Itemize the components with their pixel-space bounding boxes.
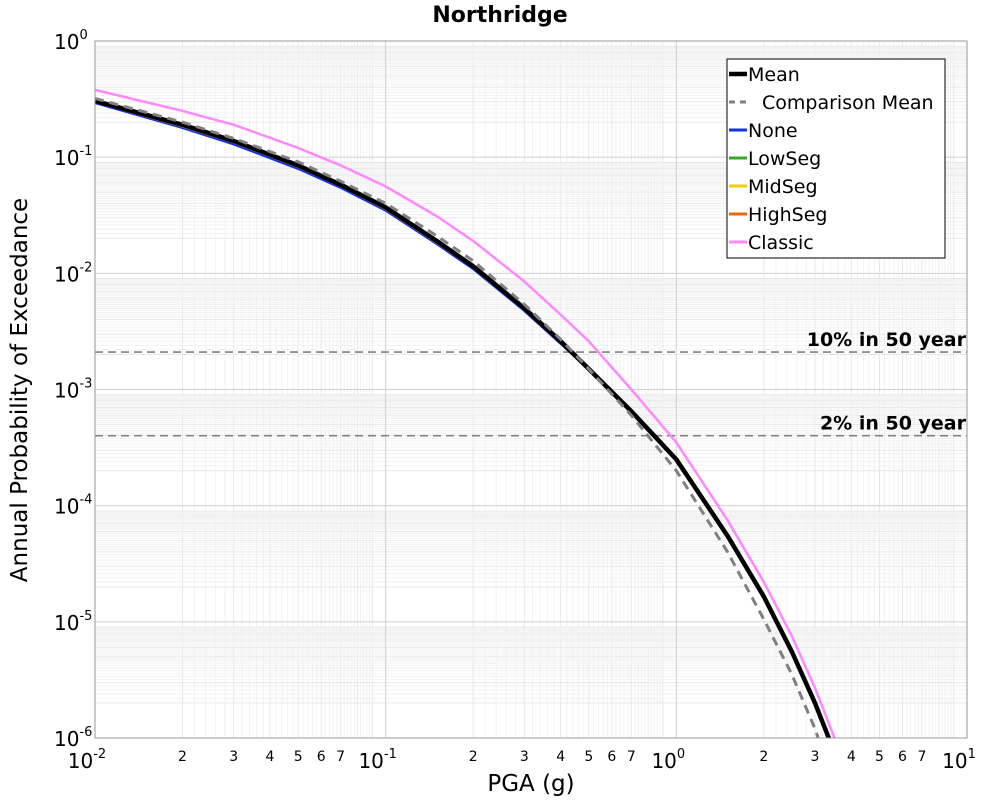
y-tick-label: 100: [54, 28, 88, 54]
x-minor-tick-label: 4: [847, 749, 856, 765]
y-tick-label: 10-4: [54, 493, 92, 519]
x-minor-tick-label: 6: [317, 749, 326, 765]
legend-label: Comparison Mean: [762, 92, 934, 114]
data-series: [95, 88, 836, 738]
y-tick-label: 10-5: [54, 609, 92, 635]
x-minor-tick-label: 4: [266, 749, 275, 765]
y-tick-label: 10-6: [54, 725, 92, 751]
y-tick-label: 10-2: [54, 260, 92, 286]
x-minor-tick-label: 7: [627, 749, 636, 765]
y-tick-label: 10-3: [54, 377, 92, 403]
legend-label: MidSeg: [748, 176, 818, 198]
x-minor-tick-label: 6: [898, 749, 907, 765]
reference-line-label: 10% in 50 year: [807, 329, 967, 351]
x-minor-tick-label: 3: [811, 749, 820, 765]
x-minor-tick-label: 4: [556, 749, 565, 765]
x-tick-label: 101: [942, 747, 976, 773]
reference-line-label: 2% in 50 year: [820, 413, 967, 435]
x-minor-tick-label: 5: [875, 749, 884, 765]
legend-box: [726, 58, 946, 259]
x-minor-tick-label: 5: [584, 749, 593, 765]
legend: Mean Comparison Mean None LowSeg MidSeg HighS…: [726, 58, 946, 259]
legend-label: LowSeg: [748, 148, 821, 170]
x-minor-tick-label: 3: [520, 749, 529, 765]
x-minor-tick-label: 2: [178, 749, 187, 765]
chart-title: Northridge: [432, 3, 567, 28]
y-tick-label: 10-1: [54, 144, 92, 170]
x-minor-tick-label: 3: [229, 749, 238, 765]
x-minor-tick-label: 6: [607, 749, 616, 765]
series-line-classic: [95, 88, 836, 738]
series-line-comparison-mean: [95, 97, 820, 738]
reference-lines: 10% in 50 year 2% in 50 year: [95, 329, 967, 437]
x-tick-label: 10-1: [358, 747, 396, 773]
plot-area-frame: [94, 40, 968, 739]
y-axis-ticks: 100 10-1 10-2 10-3 10-4 10-5 10-6: [54, 28, 92, 751]
legend-label: None: [748, 120, 798, 142]
legend-label: Mean: [748, 64, 800, 86]
legend-label: HighSeg: [748, 204, 827, 226]
x-axis-label: PGA (g): [487, 771, 574, 797]
x-tick-label: 10-2: [68, 747, 106, 773]
x-minor-tick-label: 2: [759, 749, 768, 765]
y-axis-label: Annual Probability of Exceedance: [7, 198, 33, 582]
x-minor-tick-label: 2: [469, 749, 478, 765]
x-minor-tick-label: 5: [294, 749, 303, 765]
x-tick-label: 100: [651, 747, 685, 773]
x-minor-tick-label: 7: [918, 749, 927, 765]
x-minor-tick-label: 7: [336, 749, 345, 765]
legend-label: Classic: [748, 232, 814, 254]
series-line-mean: [95, 98, 832, 738]
